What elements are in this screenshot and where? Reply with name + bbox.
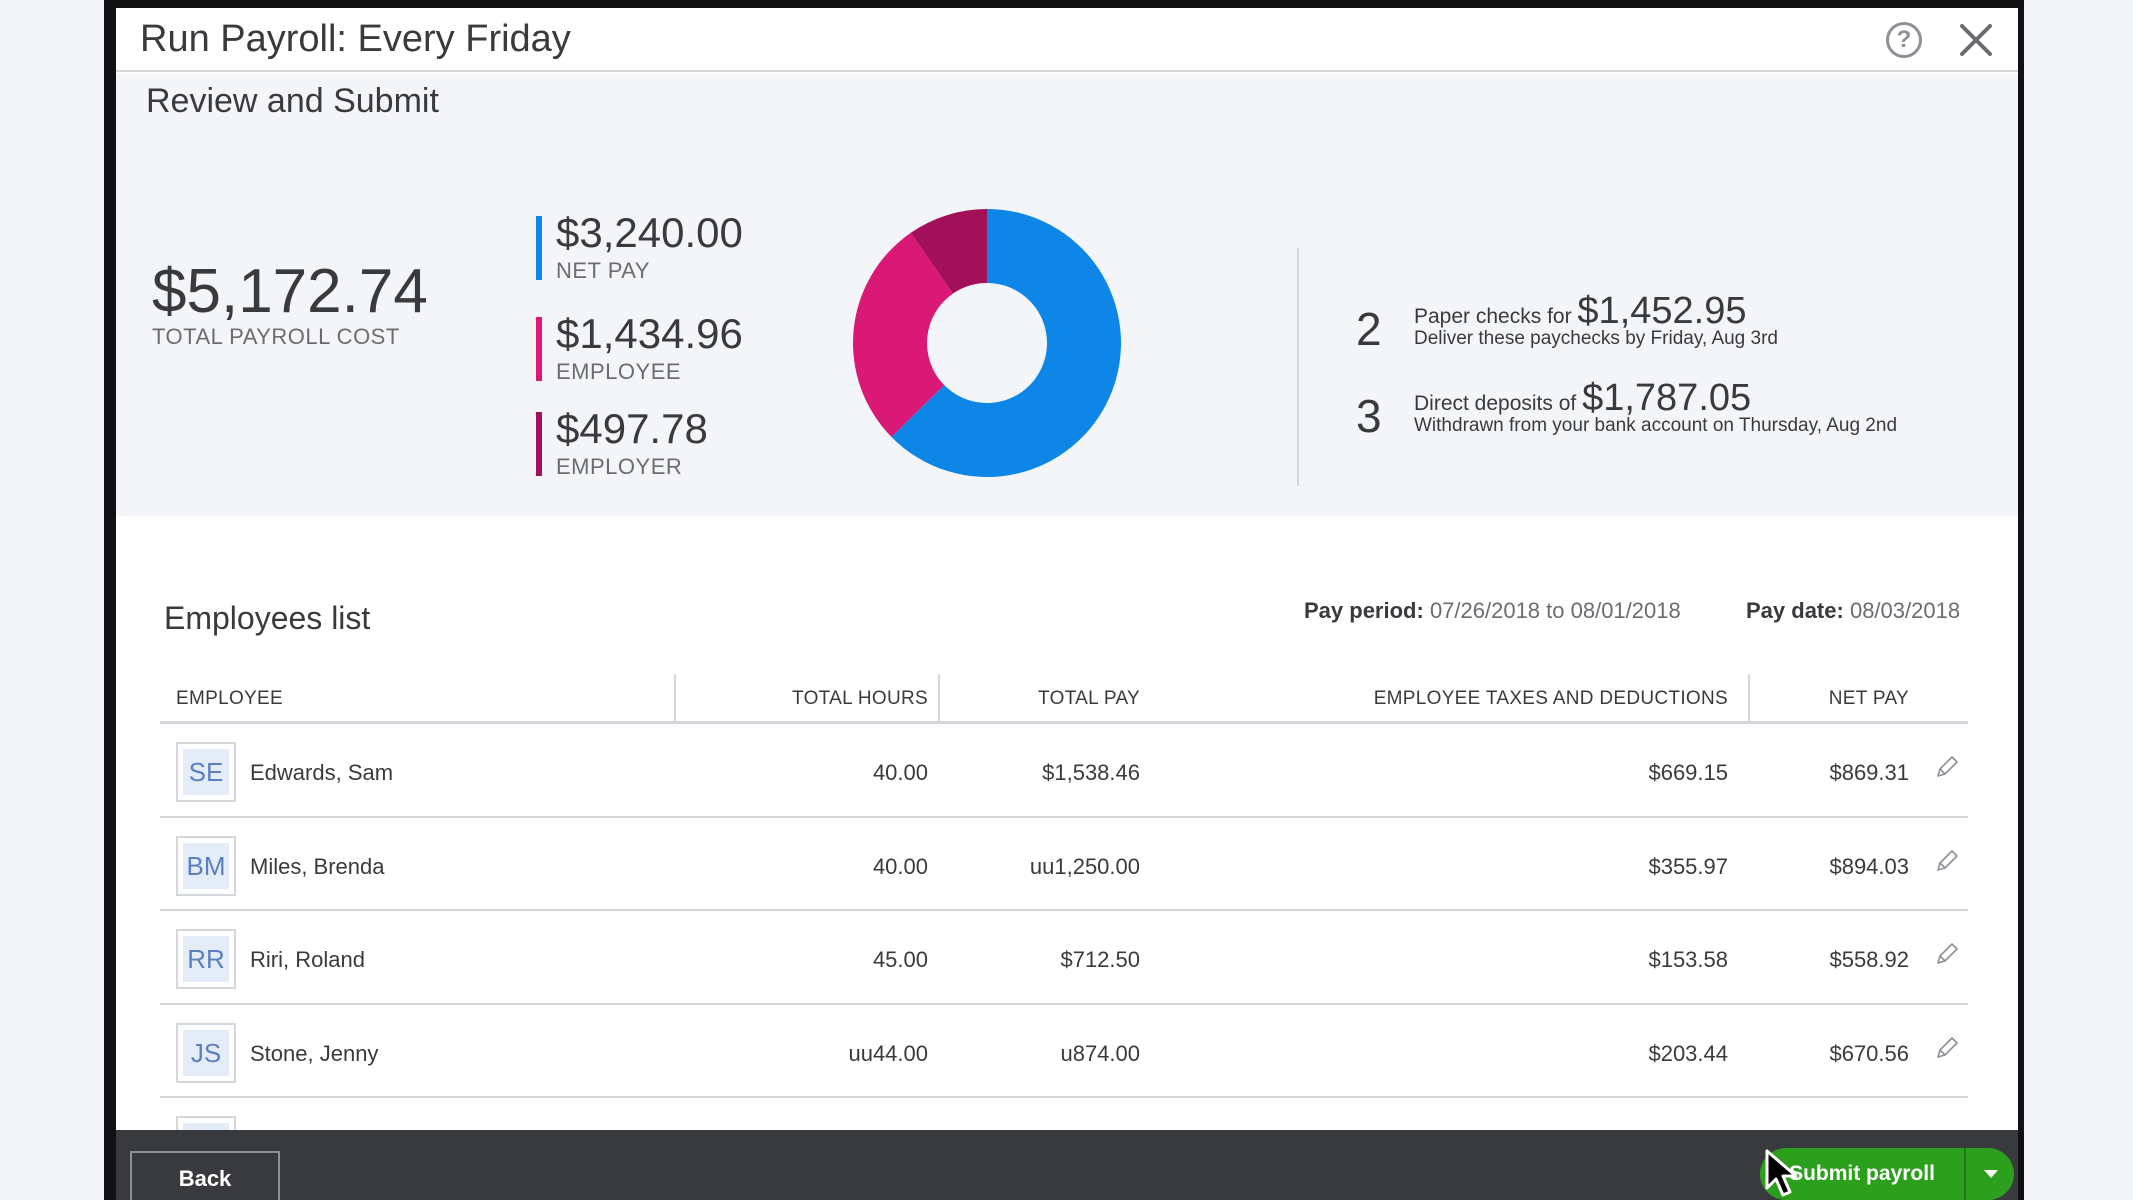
taxes-cell: $203.44 <box>1648 1040 1728 1066</box>
modal-title: Run Payroll: Every Friday <box>140 18 571 60</box>
table-row[interactable]: RR Riri, Roland 45.00 $712.50 $153.58 $5… <box>160 911 1968 1005</box>
employee-name: Stone, Jenny <box>250 1040 379 1066</box>
paper-checks-amount: $1,452.95 <box>1577 290 1747 332</box>
employee-name: Riri, Roland <box>250 947 365 972</box>
total-payroll-label: TOTAL PAYROLL COST <box>152 324 400 349</box>
review-heading: Review and Submit <box>146 82 439 120</box>
avatar: JS <box>176 1022 236 1083</box>
avatar-initials: SE <box>183 749 229 795</box>
paper-checks-note: Deliver these paychecks by Friday, Aug 3… <box>1414 328 1778 349</box>
column-header-total-hours[interactable]: TOTAL HOURS <box>792 688 928 709</box>
taxes-cell: $355.97 <box>1648 853 1728 879</box>
taxes-cell: $669.15 <box>1648 760 1728 785</box>
employee-label: EMPLOYEE <box>556 359 682 384</box>
paper-checks-line: Paper checks for $1,452.95 <box>1414 290 1746 333</box>
total-pay-cell: $1,538.46 <box>1042 760 1140 785</box>
net-pay-cell: $869.31 <box>1829 760 1909 785</box>
net-pay-stat: $3,240.00 NET PAY <box>536 210 796 284</box>
total-pay-cell: uu1,250.00 <box>1029 853 1140 879</box>
net-pay-color-bar <box>536 216 542 280</box>
payroll-donut-chart <box>853 209 1121 478</box>
window-frame-left <box>104 0 116 1200</box>
total-hours-cell: 45.00 <box>872 947 928 972</box>
pay-period-label: Pay period: <box>1304 598 1424 623</box>
total-hours-cell: uu44.00 <box>848 1040 928 1066</box>
taxes-cell: $153.58 <box>1648 947 1728 972</box>
column-header-net-pay[interactable]: NET PAY <box>1828 688 1909 709</box>
column-header-employee[interactable]: EMPLOYEE <box>176 688 283 709</box>
modal-titlebar: Run Payroll: Every Friday ? <box>116 8 2018 72</box>
column-header-taxes[interactable]: EMPLOYEE TAXES AND DEDUCTIONS <box>1373 688 1728 709</box>
direct-deposits-line: Direct deposits of $1,787.05 <box>1414 377 1751 420</box>
mouse-cursor-icon <box>1765 1149 1798 1197</box>
run-payroll-modal: Run Payroll: Every Friday ? Review and S… <box>116 8 2018 1200</box>
direct-deposits-count: 3 <box>1356 390 1382 442</box>
modal-footer: Back Submit payroll <box>116 1130 2018 1200</box>
paper-checks-prefix: Paper checks for <box>1414 305 1572 328</box>
column-separator <box>938 674 940 724</box>
pay-date: Pay date: 08/03/2018 <box>1746 598 1960 624</box>
employer-amount: $497.78 <box>556 405 708 452</box>
direct-deposits-amount: $1,787.05 <box>1582 377 1752 419</box>
close-icon[interactable] <box>1954 18 1998 62</box>
table-row[interactable]: JS Stone, Jenny uu44.00 u874.00 $203.44 … <box>160 1005 1968 1098</box>
total-pay-cell: $712.50 <box>1060 947 1140 972</box>
employee-name: Miles, Brenda <box>250 853 385 879</box>
net-pay-amount: $3,240.00 <box>556 209 743 256</box>
avatar-initials: RR <box>183 936 229 982</box>
caret-down-icon <box>1984 1170 1998 1178</box>
column-separator <box>674 674 676 724</box>
pay-period-value: 07/26/2018 to 08/01/2018 <box>1429 598 1681 623</box>
total-pay-cell: u874.00 <box>1060 1040 1140 1066</box>
net-pay-cell: $670.56 <box>1829 1040 1909 1066</box>
employee-amount: $1,434.96 <box>556 310 743 357</box>
help-icon[interactable]: ? <box>1886 22 1922 58</box>
employee-color-bar <box>536 317 542 381</box>
donut-slice-employee <box>853 232 953 437</box>
pay-period: Pay period: 07/26/2018 to 08/01/2018 <box>1304 598 1681 624</box>
employer-stat: $497.78 EMPLOYER <box>536 406 796 480</box>
total-payroll-amount: $5,172.74 <box>152 257 428 326</box>
avatar-initials: JS <box>183 1029 229 1076</box>
pay-date-value: 08/03/2018 <box>1849 598 1961 623</box>
avatar: SE <box>176 742 236 802</box>
column-header-total-pay[interactable]: TOTAL PAY <box>1038 688 1140 709</box>
window-frame-top <box>104 0 2024 8</box>
pencil-icon[interactable] <box>1934 848 1960 874</box>
table-row[interactable]: BM Miles, Brenda 40.00 uu1,250.00 $355.9… <box>160 818 1968 911</box>
employee-name: Edwards, Sam <box>250 760 394 785</box>
avatar: RR <box>176 929 236 989</box>
employees-list-heading: Employees list <box>164 600 371 636</box>
net-pay-cell: $894.03 <box>1829 853 1909 879</box>
total-hours-cell: 40.00 <box>872 760 928 785</box>
pencil-icon[interactable] <box>1934 1035 1960 1061</box>
employer-color-bar <box>536 412 542 476</box>
net-pay-cell: $558.92 <box>1829 947 1909 972</box>
back-button[interactable]: Back <box>130 1151 280 1200</box>
net-pay-label: NET PAY <box>556 258 650 283</box>
submit-options-dropdown[interactable] <box>1964 1148 2014 1200</box>
pay-date-label: Pay date: <box>1746 598 1844 623</box>
summary-divider <box>1297 248 1299 486</box>
avatar-initials: BM <box>183 842 229 889</box>
pencil-icon[interactable] <box>1934 941 1960 967</box>
table-header: EMPLOYEE TOTAL HOURS TOTAL PAY EMPLOYEE … <box>160 674 1968 724</box>
table-row[interactable]: SE Edwards, Sam 40.00 $1,538.46 $669.15 … <box>160 724 1968 818</box>
window-frame-right <box>2018 0 2024 1200</box>
pencil-icon[interactable] <box>1934 754 1960 780</box>
total-hours-cell: 40.00 <box>872 853 928 879</box>
employees-table: EMPLOYEE TOTAL HOURS TOTAL PAY EMPLOYEE … <box>160 674 1968 1192</box>
avatar: BM <box>176 835 236 896</box>
employer-label: EMPLOYER <box>556 454 683 479</box>
column-separator <box>1748 674 1750 724</box>
donut-slice-employer <box>910 209 987 294</box>
direct-deposits-note: Withdrawn from your bank account on Thur… <box>1414 415 1898 436</box>
direct-deposits-prefix: Direct deposits of <box>1414 392 1577 415</box>
paper-checks-count: 2 <box>1356 303 1382 355</box>
donut-slice-net-pay <box>891 209 1121 478</box>
employee-stat: $1,434.96 EMPLOYEE <box>536 311 796 385</box>
